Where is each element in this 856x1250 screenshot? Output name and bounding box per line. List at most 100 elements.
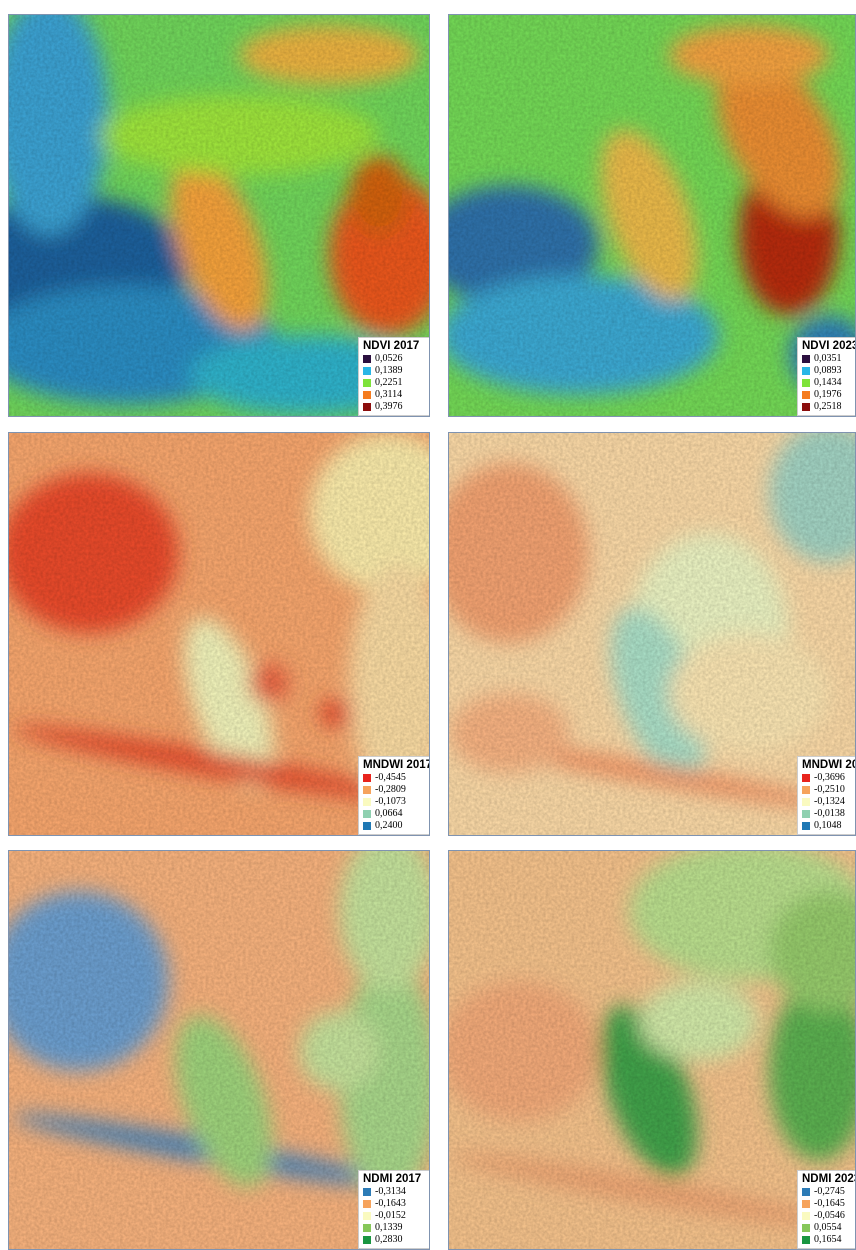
legend-swatch — [363, 810, 371, 818]
legend-swatch — [363, 355, 371, 363]
legend-label: 0,1389 — [375, 365, 403, 377]
legend-entry: -0,0546 — [802, 1210, 856, 1222]
legend-label: -0,3134 — [375, 1186, 406, 1198]
legend-label: 0,2251 — [375, 377, 403, 389]
legend-label: -0,0138 — [814, 808, 845, 820]
legend-swatch — [363, 798, 371, 806]
figure: {"panels": [ {"title": "NDVI 2017", "leg… — [0, 0, 856, 1250]
legend-label: 0,2518 — [814, 401, 842, 413]
legend-label: -0,2809 — [375, 784, 406, 796]
legend-swatch — [363, 391, 371, 399]
legend-label: -0,2510 — [814, 784, 845, 796]
map-image — [449, 851, 856, 1250]
legend-swatch — [363, 1236, 371, 1244]
legend-swatch — [802, 774, 810, 782]
legend-label: 0,0351 — [814, 353, 842, 365]
legend-swatch — [363, 774, 371, 782]
legend-label: -0,1324 — [814, 796, 845, 808]
legend-label: 0,1048 — [814, 820, 842, 832]
legend-swatch — [363, 1212, 371, 1220]
legend-title: NDMI 2023 — [802, 1173, 856, 1186]
legend-swatch — [802, 1200, 810, 1208]
legend-label: -0,1643 — [375, 1198, 406, 1210]
legend-label: 0,1976 — [814, 389, 842, 401]
legend-entry: -0,1324 — [802, 796, 856, 808]
legend-label: 0,1654 — [814, 1234, 842, 1246]
map-panel: MNDWI 2023-0,3696-0,2510-0,1324-0,01380,… — [448, 432, 856, 836]
legend-entry: -0,2510 — [802, 784, 856, 796]
legend-label: 0,2400 — [375, 820, 403, 832]
legend-label: 0,3976 — [375, 401, 403, 413]
legend-swatch — [363, 403, 371, 411]
legend-title: MNDWI 2023 — [802, 759, 856, 772]
legend-entry: 0,0664 — [363, 808, 425, 820]
legend-entry: 0,3976 — [363, 401, 425, 413]
legend-swatch — [802, 403, 810, 411]
legend-entry: 0,1048 — [802, 820, 856, 832]
legend-entry: 0,2830 — [363, 1234, 425, 1246]
legend-swatch — [363, 1188, 371, 1196]
legend-label: 0,2830 — [375, 1234, 403, 1246]
legend-label: -0,2745 — [814, 1186, 845, 1198]
legend-label: 0,0526 — [375, 353, 403, 365]
legend-label: -0,4545 — [375, 772, 406, 784]
legend-label: 0,0554 — [814, 1222, 842, 1234]
legend-swatch — [802, 355, 810, 363]
legend-entry: 0,1389 — [363, 365, 425, 377]
legend-swatch — [802, 810, 810, 818]
legend-label: -0,0546 — [814, 1210, 845, 1222]
legend-entry: 0,0351 — [802, 353, 856, 365]
legend-swatch — [802, 391, 810, 399]
legend-entry: 0,0893 — [802, 365, 856, 377]
legend-label: -0,3696 — [814, 772, 845, 784]
legend-entry: -0,3696 — [802, 772, 856, 784]
legend-label: 0,0893 — [814, 365, 842, 377]
legend-swatch — [802, 379, 810, 387]
legend-label: 0,1434 — [814, 377, 842, 389]
legend-entry: 0,2400 — [363, 820, 425, 832]
legend-swatch — [363, 367, 371, 375]
legend-entry: -0,1643 — [363, 1198, 425, 1210]
legend-swatch — [363, 1200, 371, 1208]
legend-entry: -0,2745 — [802, 1186, 856, 1198]
legend-label: -0,0152 — [375, 1210, 406, 1222]
legend-swatch — [802, 786, 810, 794]
legend-swatch — [363, 1224, 371, 1232]
legend-swatch — [802, 1236, 810, 1244]
legend-swatch — [802, 367, 810, 375]
legend-title: NDMI 2017 — [363, 1173, 425, 1186]
legend-entry: 0,1434 — [802, 377, 856, 389]
map-image — [449, 15, 856, 417]
map-image — [449, 433, 856, 836]
legend-entry: 0,0554 — [802, 1222, 856, 1234]
legend-title: NDVI 2023 — [802, 340, 856, 353]
legend-swatch — [802, 1212, 810, 1220]
legend-swatch — [802, 822, 810, 830]
legend-entry: 0,1976 — [802, 389, 856, 401]
legend-label: 0,1339 — [375, 1222, 403, 1234]
legend-entry: 0,0526 — [363, 353, 425, 365]
legend-entry: -0,3134 — [363, 1186, 425, 1198]
legend-label: 0,3114 — [375, 389, 402, 401]
legend-entry: -0,1073 — [363, 796, 425, 808]
legend-entry: -0,2809 — [363, 784, 425, 796]
legend-swatch — [363, 822, 371, 830]
legend-entry: -0,0138 — [802, 808, 856, 820]
legend-swatch — [363, 379, 371, 387]
legend: MNDWI 2023-0,3696-0,2510-0,1324-0,01380,… — [797, 756, 856, 835]
legend-entry: 0,1654 — [802, 1234, 856, 1246]
legend-swatch — [802, 798, 810, 806]
legend-entry: 0,1339 — [363, 1222, 425, 1234]
legend-entry: 0,2251 — [363, 377, 425, 389]
legend-entry: -0,4545 — [363, 772, 425, 784]
legend-label: -0,1645 — [814, 1198, 845, 1210]
